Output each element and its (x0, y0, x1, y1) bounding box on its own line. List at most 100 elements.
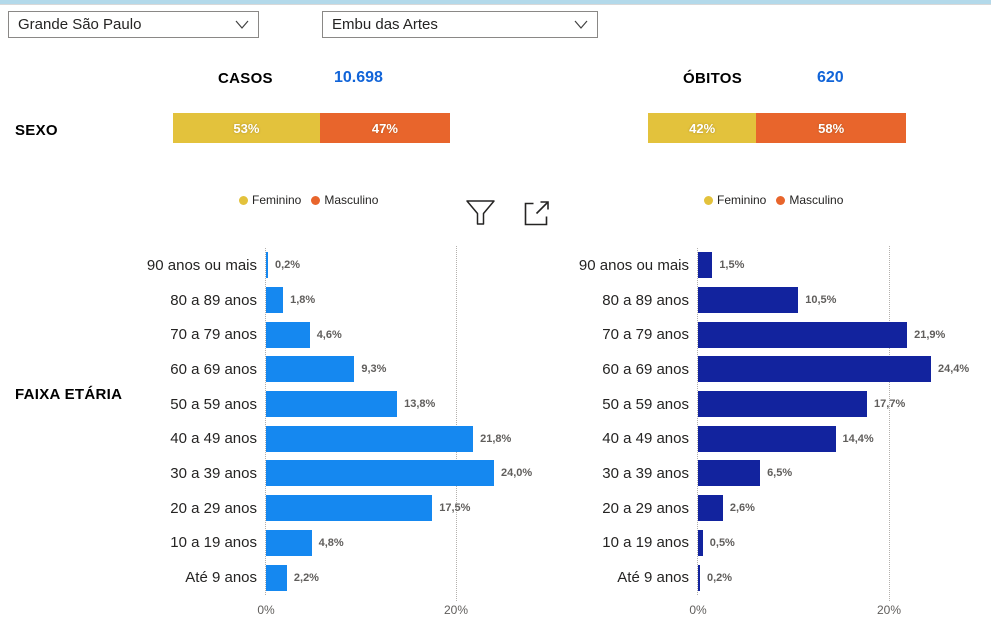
focus-mode-icon[interactable] (521, 198, 552, 234)
category-label: 90 anos ou mais (146, 256, 257, 274)
bar-row: 9,3% (266, 352, 595, 387)
obitos-por-faixa-etaria-bar[interactable] (698, 460, 761, 487)
bar-value-label: 6,5% (767, 467, 793, 480)
category-label: 10 a 19 anos (602, 534, 689, 552)
bar-row: 21,9% (698, 317, 989, 352)
obitos-legend: Feminino Masculino (704, 193, 843, 207)
casos-legend: Feminino Masculino (239, 193, 378, 207)
category-label: 20 a 29 anos (602, 499, 689, 517)
bar-row: 1,5% (698, 248, 989, 283)
obitos-value: 620 (817, 69, 844, 86)
bar-row: 13,8% (266, 387, 595, 422)
category-label: 10 a 19 anos (170, 534, 257, 552)
casos-por-faixa-etaria-bar[interactable] (266, 529, 312, 556)
bar-row: 0,5% (698, 526, 989, 561)
legend-item-feminino[interactable]: Feminino (704, 193, 766, 207)
bar-value-label: 0,2% (707, 571, 733, 584)
category-label: 70 a 79 anos (602, 326, 689, 344)
obitos-por-faixa-etaria-bar[interactable] (698, 564, 700, 591)
obitos-por-faixa-etaria-bar[interactable] (698, 287, 799, 314)
bar-value-label: 1,8% (290, 294, 316, 307)
plot-area: 0,2% 1,8% 4,6% 9,3% 13,8% 21,8% 24,0% 17,5% 4,8%… (257, 246, 595, 617)
casos-feminino-segment[interactable]: 53% (173, 113, 320, 143)
filter-funnel-icon[interactable] (464, 196, 497, 234)
casos-sexo-stacked-bar: 53% 47% (173, 113, 450, 143)
casos-por-faixa-etaria-bar[interactable] (266, 321, 310, 348)
legend-masculino-label: Masculino (324, 193, 379, 207)
x-tick-label: 20% (443, 603, 469, 617)
masculino-dot-icon (311, 195, 321, 205)
bar-value-label: 14,4% (842, 432, 874, 445)
obitos-sexo-stacked-bar: 42% 58% (648, 113, 906, 143)
gridline-20pct (889, 246, 890, 601)
category-label: 80 a 89 anos (170, 291, 257, 309)
bar-row: 10,5% (698, 283, 989, 318)
casos-masculino-pct: 47% (371, 120, 398, 136)
category-label: 50 a 59 anos (170, 395, 257, 413)
category-label: 50 a 59 anos (602, 395, 689, 413)
bar-value-label: 9,3% (361, 363, 387, 376)
x-tick-label: 0% (257, 603, 275, 617)
bar-value-label: 2,2% (293, 571, 319, 584)
legend-item-masculino[interactable]: Masculino (776, 193, 843, 207)
masculino-dot-icon (776, 195, 786, 205)
category-label: 60 a 69 anos (602, 360, 689, 378)
casos-masculino-segment[interactable]: 47% (319, 113, 450, 143)
category-label: 30 a 39 anos (170, 464, 257, 482)
casos-por-faixa-etaria-bar[interactable] (266, 425, 474, 452)
obitos-por-faixa-etaria-bar[interactable] (698, 495, 723, 522)
category-label: Até 9 anos (185, 569, 257, 587)
obitos-por-faixa-etaria-bar[interactable] (698, 425, 836, 452)
casos-por-faixa-etaria-bar[interactable] (266, 495, 433, 522)
category-axis: 90 anos ou mais 80 a 89 anos 70 a 79 anos 6… (570, 248, 697, 595)
bar-value-label: 21,8% (480, 432, 512, 445)
bar-row: 0,2% (698, 560, 989, 595)
legend-item-feminino[interactable]: Feminino (239, 193, 301, 207)
bar-row: 14,4% (698, 421, 989, 456)
city-dropdown[interactable]: Embu das Artes (322, 11, 598, 38)
obitos-por-faixa-etaria-bar[interactable] (698, 529, 703, 556)
feminino-dot-icon (239, 195, 248, 205)
obitos-por-faixa-etaria-bar[interactable] (698, 321, 908, 348)
casos-por-faixa-etaria-bar[interactable] (266, 391, 398, 418)
bar-value-label: 17,5% (439, 502, 471, 515)
casos-value: 10.698 (334, 69, 383, 86)
obitos-por-faixa-etaria-bar[interactable] (698, 252, 713, 279)
bar-value-label: 0,2% (275, 259, 301, 272)
bar-row: 6,5% (698, 456, 989, 491)
category-label: 80 a 89 anos (602, 291, 689, 309)
obitos-feminino-segment[interactable]: 42% (648, 113, 757, 143)
obitos-masculino-segment[interactable]: 58% (756, 113, 906, 143)
casos-por-faixa-etaria-bar[interactable] (266, 460, 494, 487)
category-label: 30 a 39 anos (602, 464, 689, 482)
obitos-por-faixa-etaria-bar[interactable] (698, 356, 932, 383)
bar-value-label: 13,8% (404, 398, 436, 411)
bar-row: 17,5% (266, 491, 595, 526)
casos-por-faixa-etaria-bar[interactable] (266, 252, 268, 279)
bar-row: 17,7% (698, 387, 989, 422)
casos-por-faixa-etaria-bar[interactable] (266, 287, 284, 314)
legend-feminino-label: Feminino (252, 193, 302, 207)
casos-por-faixa-etaria-bar[interactable] (266, 564, 287, 591)
bar-value-label: 4,6% (316, 328, 342, 341)
bar-value-label: 2,6% (729, 502, 755, 515)
obitos-por-faixa-etaria-bar[interactable] (698, 391, 868, 418)
legend-item-masculino[interactable]: Masculino (311, 193, 378, 207)
obitos-label: ÓBITOS (683, 70, 743, 87)
city-dropdown-value: Embu das Artes (332, 16, 438, 33)
x-tick-label: 0% (689, 603, 707, 617)
chevron-down-icon (235, 20, 249, 29)
bar-row: 0,2% (266, 248, 595, 283)
window-top-edge (0, 0, 991, 5)
casos-por-faixa-etaria-bar[interactable] (266, 356, 355, 383)
chevron-down-icon (574, 20, 588, 29)
obitos-feminino-pct: 42% (689, 120, 716, 136)
category-label: Até 9 anos (617, 569, 689, 587)
x-axis: 0% 20% (689, 603, 989, 619)
region-dropdown[interactable]: Grande São Paulo (8, 11, 259, 38)
category-label: 60 a 69 anos (170, 360, 257, 378)
bar-value-label: 0,5% (709, 536, 735, 549)
casos-bar-chart: 90 anos ou mais 80 a 89 anos 70 a 79 anos 6… (138, 246, 595, 617)
category-label: 90 anos ou mais (578, 256, 689, 274)
bar-row: 2,6% (698, 491, 989, 526)
